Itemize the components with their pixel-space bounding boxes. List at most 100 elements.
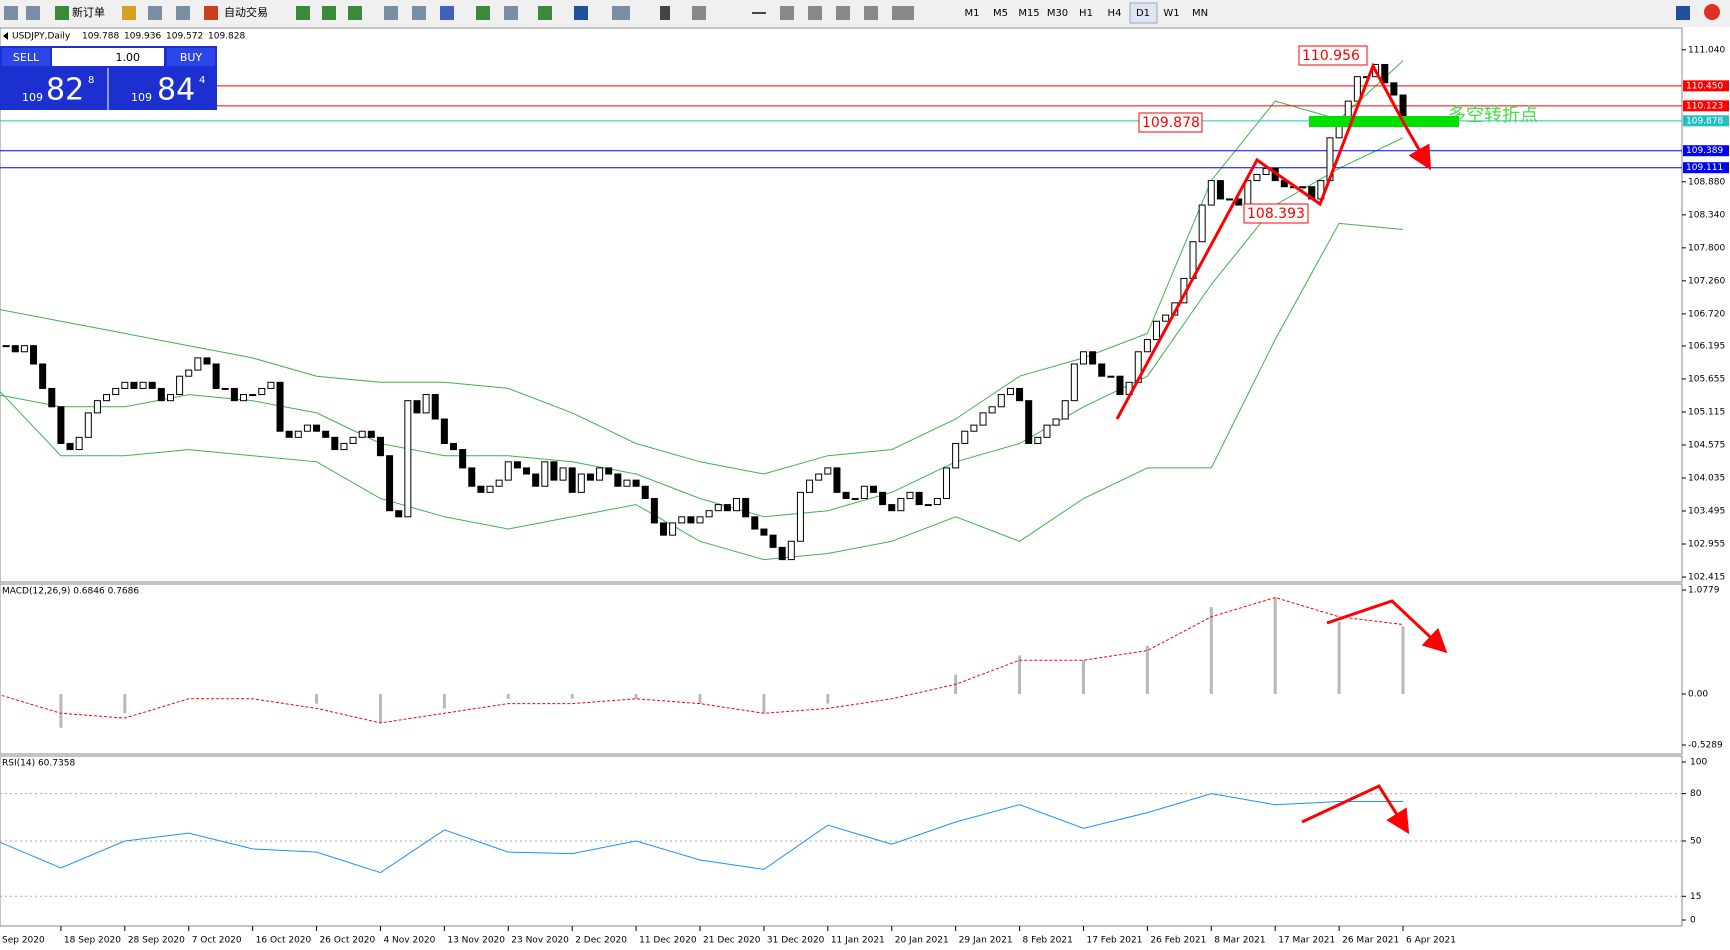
price-level-label: 110.123	[1686, 101, 1723, 111]
candle	[659, 522, 667, 536]
candle	[1153, 320, 1161, 341]
y-tick-label: 104.575	[1688, 440, 1725, 450]
candle	[185, 369, 193, 377]
candle	[322, 430, 330, 438]
candle	[294, 430, 302, 438]
candle	[1390, 82, 1398, 96]
annotation: 多空转折点	[1448, 105, 1538, 126]
sell-button[interactable]	[2, 48, 50, 66]
x-tick-label: 31 Dec 2020	[767, 936, 825, 946]
candle	[532, 473, 540, 487]
buy-button[interactable]	[167, 48, 215, 66]
candle	[267, 381, 275, 389]
candle	[386, 455, 394, 512]
candle	[705, 510, 713, 518]
candle	[422, 394, 430, 414]
macd-signal	[0, 596, 1404, 724]
timeframe-button[interactable]: M15	[1018, 8, 1039, 19]
candle	[84, 412, 92, 438]
candle	[513, 461, 521, 469]
x-tick-label: 21 Dec 2020	[703, 936, 761, 946]
y-tick-label: 106.195	[1688, 341, 1725, 351]
x-tick-label: 2 Dec 2020	[575, 936, 627, 946]
candle	[103, 394, 111, 402]
x-tick-label: 23 Nov 2020	[511, 936, 569, 946]
candle	[66, 442, 74, 451]
candle	[806, 479, 814, 493]
candle	[842, 491, 850, 499]
timeframe-button[interactable]: M1	[965, 8, 980, 19]
y-tick-label: 102.415	[1688, 573, 1725, 583]
header-price: 109.936	[124, 32, 161, 42]
x-tick-label: 26 Oct 2020	[320, 936, 376, 946]
candle	[824, 467, 832, 475]
timeframe-button[interactable]: M5	[993, 8, 1008, 19]
ask-pips: 84	[157, 73, 195, 108]
candle	[915, 491, 923, 506]
x-tick-label: 20 Jan 2021	[895, 936, 949, 946]
x-tick-label: 11 Jan 2021	[831, 936, 885, 946]
bid-big: 109	[22, 91, 43, 104]
buy-label[interactable]: BUY	[180, 51, 203, 64]
timeframe-button[interactable]: H1	[1079, 8, 1093, 19]
timeframe-button[interactable]: D1	[1136, 8, 1150, 19]
volume[interactable]: 1.00	[116, 51, 141, 64]
timeframe-button[interactable]: MN	[1192, 8, 1208, 19]
candle	[833, 467, 841, 493]
timeframe-button[interactable]: W1	[1163, 8, 1179, 19]
candle	[221, 387, 229, 390]
candle	[888, 504, 896, 512]
price-level-label: 109.878	[1686, 116, 1723, 126]
timeframe-button[interactable]: M30	[1047, 8, 1068, 19]
header-price: 109.572	[166, 32, 203, 42]
y-tick-label: 105.655	[1688, 374, 1725, 384]
candle	[632, 479, 640, 487]
sell-label[interactable]: SELL	[13, 51, 40, 64]
candle	[924, 504, 932, 507]
candle	[176, 375, 184, 396]
candle	[468, 467, 476, 487]
toolbar-button[interactable]: 自动交易	[224, 5, 268, 19]
candle	[249, 394, 257, 397]
x-tick-label: Sep 2020	[2, 936, 45, 946]
candle	[230, 387, 238, 402]
candle	[796, 491, 804, 542]
candle	[1116, 375, 1124, 396]
candle	[933, 497, 941, 506]
price-level-label: 109.389	[1686, 146, 1723, 156]
candle	[550, 461, 558, 481]
candle	[860, 485, 868, 499]
candle	[450, 442, 457, 451]
y-tick-label: 0.00	[1688, 689, 1708, 699]
candle	[139, 381, 147, 389]
candle	[851, 497, 859, 500]
candle	[760, 528, 768, 536]
toolbar-icons	[4, 4, 1720, 20]
candle	[751, 516, 759, 530]
candle	[678, 516, 686, 524]
candle	[93, 400, 101, 414]
toolbar-button[interactable]: 新订单	[72, 5, 105, 19]
candle	[1025, 400, 1033, 444]
y-tick-label: 111.040	[1688, 45, 1725, 55]
y-tick-label: 104.035	[1688, 473, 1725, 483]
candle	[1226, 198, 1234, 201]
candle	[869, 485, 877, 493]
candle	[586, 473, 594, 481]
candle	[1262, 167, 1270, 175]
candle	[1253, 173, 1261, 182]
candle	[1353, 76, 1361, 102]
candle	[349, 436, 357, 444]
candle	[1016, 387, 1024, 402]
candle	[669, 522, 677, 536]
x-tick-label: 6 Apr 2021	[1406, 936, 1456, 946]
candle	[879, 491, 887, 506]
candle	[906, 491, 914, 499]
candle	[961, 430, 969, 444]
candle	[376, 436, 384, 457]
rsi-label: RSI(14) 60.7358	[2, 759, 75, 769]
annotation: 108.393	[1247, 206, 1305, 222]
timeframe-button[interactable]: H4	[1108, 8, 1122, 19]
candle	[2, 345, 10, 348]
candle	[787, 540, 795, 561]
